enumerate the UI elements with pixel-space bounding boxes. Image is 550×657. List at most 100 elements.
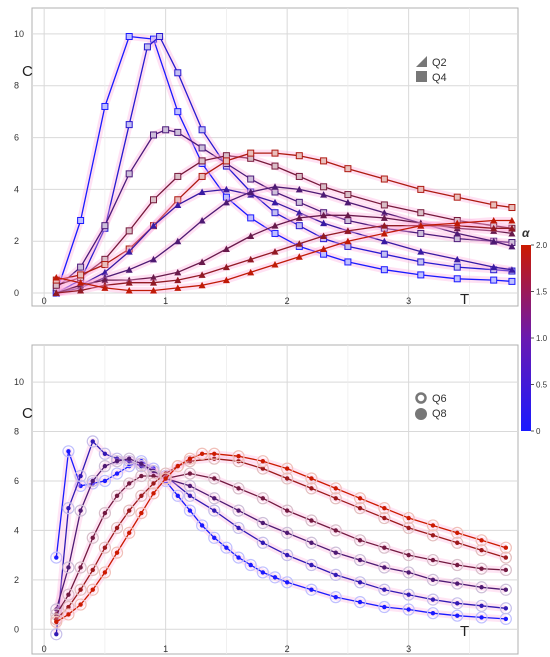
series-line (56, 214, 512, 294)
data-point (271, 248, 279, 255)
data-point-ring (281, 504, 294, 517)
data-point-ring (183, 489, 197, 502)
data-point (101, 276, 109, 284)
data-point-ring (98, 566, 112, 579)
data-point-ring (110, 546, 124, 559)
data-point-ring (426, 593, 440, 606)
data-point (260, 520, 266, 526)
data-point (77, 286, 85, 294)
data-point (174, 128, 182, 136)
data-point (78, 508, 83, 513)
data-point (503, 587, 509, 592)
colorbar-label: α (522, 226, 530, 240)
data-point-ring (281, 472, 294, 485)
data-point-ring (499, 563, 512, 577)
data-point (236, 555, 241, 560)
y-tick-label: 6 (14, 133, 19, 143)
data-point-ring (232, 450, 245, 463)
data-point (406, 525, 411, 531)
data-point (102, 545, 108, 550)
data-point (380, 229, 388, 237)
data-point-ring (62, 502, 75, 515)
series-line (55, 458, 506, 610)
data-point-ring (402, 603, 415, 616)
data-point (479, 547, 484, 553)
data-point (453, 193, 461, 201)
data-point-ring (135, 489, 148, 502)
data-point (382, 545, 387, 550)
data-point-ring (74, 598, 87, 611)
data-point-ring (98, 474, 112, 488)
data-point (295, 253, 303, 260)
data-point-ring (74, 469, 87, 483)
data-point (114, 550, 120, 555)
data-point (503, 555, 509, 560)
data-point (295, 152, 303, 160)
data-point-ring (378, 600, 391, 614)
data-point (271, 149, 279, 157)
data-point-ring (281, 549, 294, 562)
data-point (139, 493, 144, 498)
data-point-ring (451, 536, 464, 549)
data-point (455, 613, 460, 618)
data-point (320, 245, 328, 252)
data-point-ring (353, 576, 367, 589)
top-x-axis-label: T (460, 291, 469, 308)
data-point-ring (123, 526, 136, 539)
data-point (380, 214, 388, 221)
data-point (52, 289, 60, 297)
data-point (174, 237, 182, 245)
data-point (125, 248, 133, 255)
data-point (187, 508, 193, 513)
colorbar-tick-label: 1.0 (536, 334, 548, 343)
data-point (156, 33, 164, 41)
data-point (90, 587, 95, 592)
data-point-ring (426, 519, 440, 532)
data-point-ring (86, 563, 99, 577)
data-point (380, 209, 388, 216)
data-point (236, 525, 241, 531)
data-point (272, 575, 278, 580)
data-point-ring (86, 583, 99, 596)
data-point (66, 449, 71, 454)
data-point-ring (110, 455, 124, 468)
data-point (490, 216, 498, 224)
data-point (66, 612, 71, 617)
data-point-ring (402, 566, 415, 579)
data-point (78, 587, 83, 592)
data-point-ring (329, 524, 342, 537)
data-point (417, 185, 425, 193)
data-point-ring (281, 462, 294, 475)
data-point-ring (196, 519, 209, 532)
legend-entry-q8: Q8 (432, 408, 447, 420)
data-point (222, 276, 230, 284)
data-point (333, 572, 338, 578)
data-point (174, 201, 182, 208)
series-line (56, 155, 512, 286)
data-point (222, 245, 230, 252)
top-y-axis-label: C (22, 63, 33, 80)
data-point-ring (208, 504, 221, 517)
series-line (56, 219, 512, 292)
data-point (212, 508, 217, 513)
data-point (248, 562, 253, 568)
data-point (382, 604, 387, 610)
series-bot-2 (50, 452, 512, 616)
data-point-ring (50, 615, 63, 628)
data-point (222, 198, 230, 206)
data-point-ring (135, 457, 148, 470)
data-point (260, 540, 266, 545)
data-point (430, 533, 436, 538)
data-point (247, 149, 255, 157)
data-point (382, 565, 387, 570)
data-point-ring (475, 581, 488, 594)
data-point-ring (208, 492, 221, 505)
data-point (430, 577, 436, 583)
data-point-ring (110, 467, 124, 480)
data-point (508, 216, 516, 224)
bottom-x-axis-label: T (460, 623, 469, 640)
data-point (309, 562, 314, 568)
data-point-ring (74, 561, 87, 574)
legend-triangle-marker (416, 56, 427, 67)
data-point-ring (123, 504, 136, 517)
